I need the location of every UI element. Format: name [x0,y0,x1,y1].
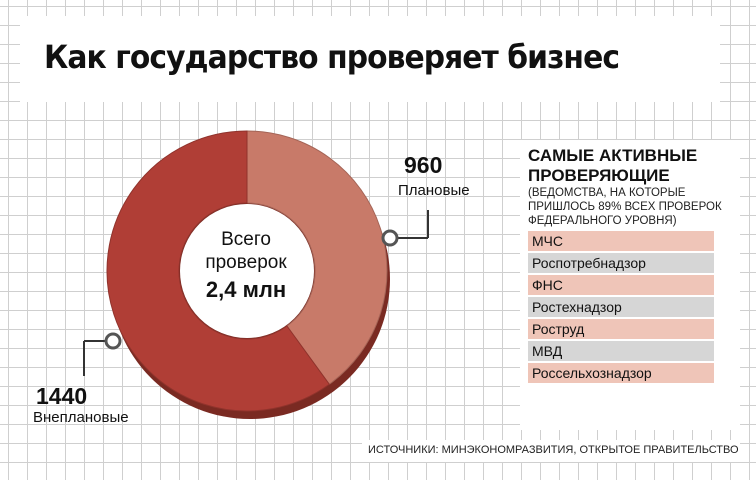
planned-name-label: Плановые [398,182,470,199]
agencies-list: МЧС Роспотребнадзор ФНС Ростехнадзор Роструд… [528,231,714,385]
center-line-2: проверок [205,252,287,273]
source-box: Источники: Минэкономразвития, Открытое п… [362,440,740,462]
agency-row: Роспотребнадзор [528,253,714,273]
title-box: Как государство проверяет бизнес [20,16,720,102]
agency-row: Ростехнадзор [528,297,714,317]
agency-row: МЧС [528,231,714,251]
agencies-panel: Самые активные проверяющие (ведомства, н… [520,140,740,430]
planned-slice [246,130,388,385]
chart-title: Как государство проверяет бизнес [44,38,620,76]
planned-marker [381,229,399,247]
donut-center-label: Всего проверок 2,4 млн [178,228,314,301]
center-total-value: 2,4 млн [205,277,287,302]
center-line-1: Всего [221,229,271,250]
agency-row: Роструд [528,319,714,339]
agencies-panel-subtitle: (ведомства, на которые пришлось 89% всех… [528,187,722,227]
donut-hole [180,204,314,338]
source-note: Источники: Минэкономразвития, Открытое п… [368,444,739,456]
unplanned-marker [104,332,122,350]
agencies-panel-title: Самые активные проверяющие [528,146,698,185]
agency-row: МВД [528,341,714,361]
planned-value-label: 960 [404,152,443,178]
unplanned-value-label: 1440 [36,383,88,409]
unplanned-slice [106,130,330,412]
agency-row: ФНС [528,275,714,295]
unplanned-name-label: Внеплановые [33,409,129,426]
agency-row: Россельхознадзор [528,363,714,383]
